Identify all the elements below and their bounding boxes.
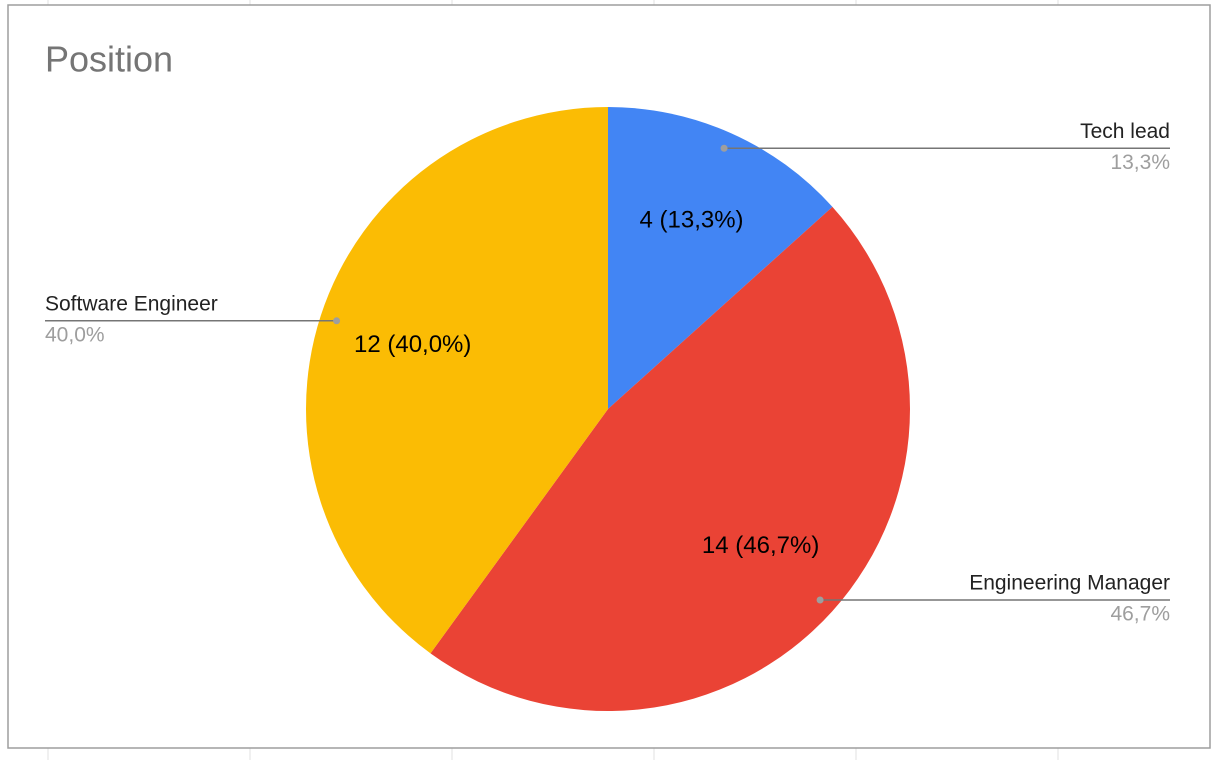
legend-label: Engineering Manager bbox=[969, 572, 1170, 595]
slice-label: 4 (13,3%) bbox=[639, 207, 743, 234]
legend-percent: 13,3% bbox=[1110, 151, 1170, 174]
leader-dot bbox=[720, 144, 728, 152]
pie-slice bbox=[608, 107, 833, 409]
legend-percent: 46,7% bbox=[1110, 603, 1170, 626]
slice-label: 14 (46,7%) bbox=[702, 532, 819, 559]
leader-dot bbox=[816, 596, 824, 604]
legend-percent: 40,0% bbox=[45, 323, 105, 346]
legend-label: Software Engineer bbox=[45, 292, 218, 315]
pie-slice bbox=[306, 107, 608, 654]
leader-dot bbox=[333, 317, 341, 325]
slice-label: 12 (40,0%) bbox=[354, 331, 471, 358]
pie-slice bbox=[430, 206, 910, 711]
legend-label: Tech lead bbox=[1080, 120, 1170, 143]
chart-title: Position bbox=[45, 39, 173, 80]
